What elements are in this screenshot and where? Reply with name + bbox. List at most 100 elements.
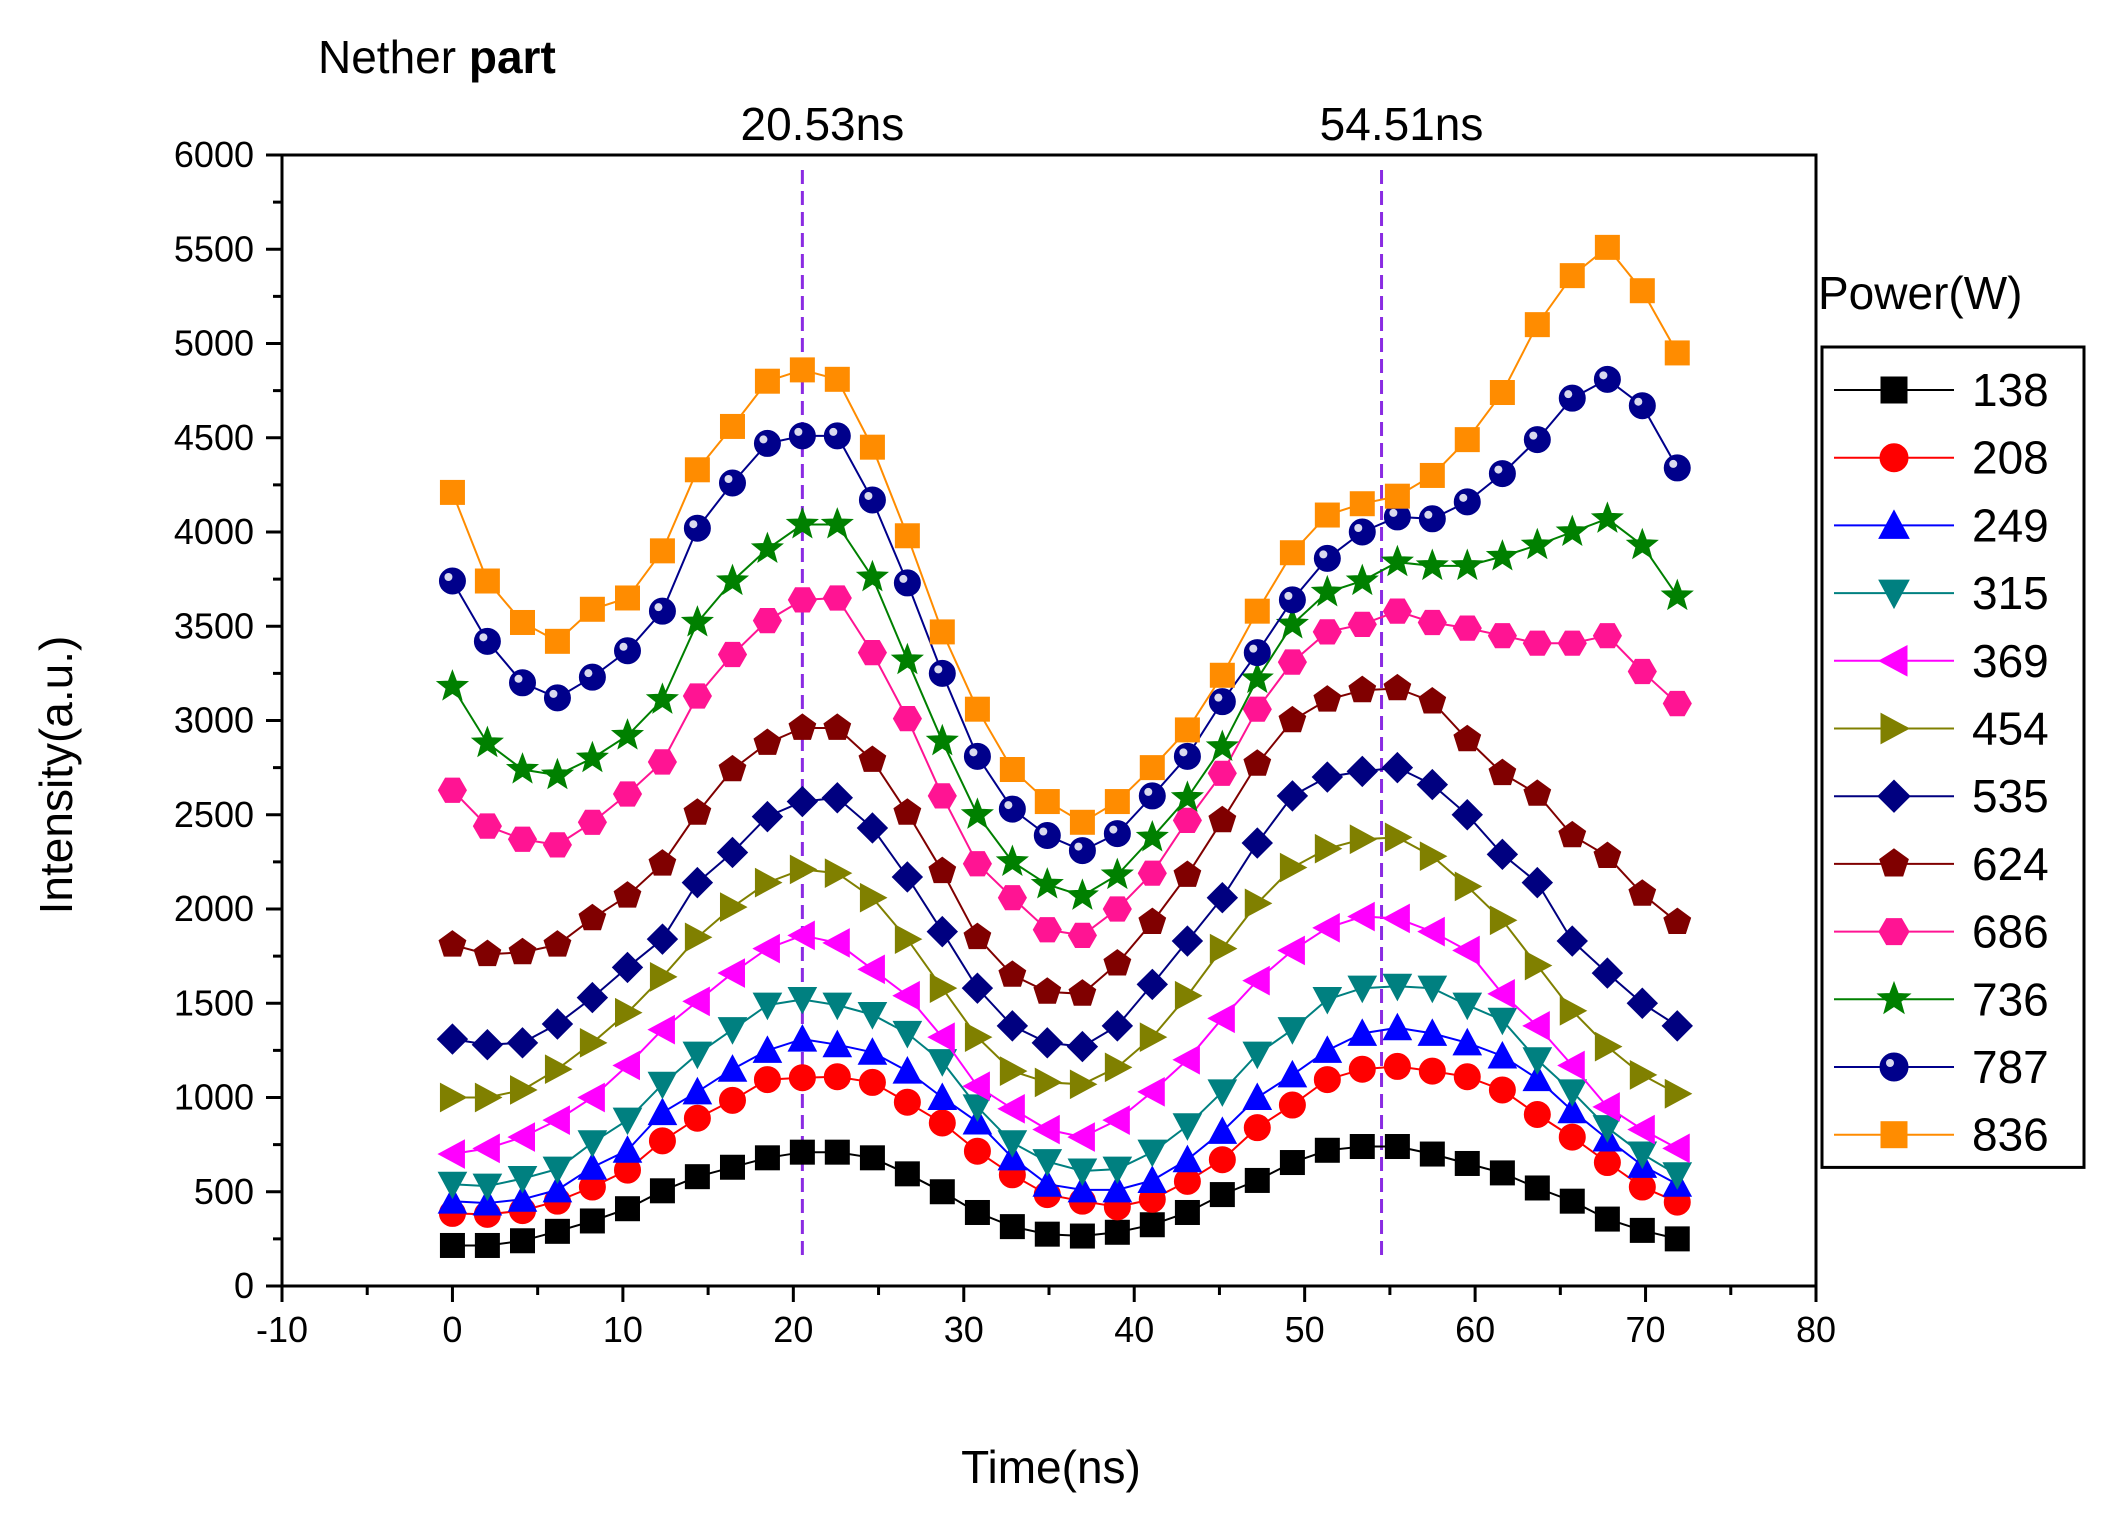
y-axis: 0 500 1000 1500 2000 2500 3000 3500 4000 4500 5000…	[174, 134, 282, 1306]
data-point	[1453, 488, 1481, 516]
sphere-highlight	[549, 689, 558, 698]
data-point	[577, 809, 607, 835]
legend-label: 787	[1972, 1041, 2049, 1093]
data-point	[1347, 901, 1375, 932]
data-point	[1880, 376, 1908, 404]
legend-item: 208	[1834, 432, 2049, 484]
data-point	[1559, 1188, 1585, 1214]
data-point	[614, 1196, 640, 1222]
sphere-highlight	[619, 642, 628, 651]
x-tick-label: 40	[1114, 1309, 1154, 1350]
data-point	[857, 1037, 888, 1065]
data-point	[1663, 454, 1691, 482]
data-point	[1068, 979, 1097, 1006]
data-point	[1241, 827, 1273, 859]
sphere-highlight	[934, 665, 943, 674]
data-point	[1876, 980, 1912, 1015]
data-point	[1314, 833, 1343, 864]
sphere-highlight	[1354, 524, 1363, 532]
data-point	[1103, 949, 1132, 976]
data-point	[1067, 922, 1097, 948]
data-point	[1209, 1182, 1235, 1208]
data-point	[1452, 935, 1480, 966]
data-point	[1878, 509, 1910, 539]
sphere-highlight	[689, 520, 698, 529]
sphere-body	[1453, 488, 1481, 516]
data-point	[575, 740, 609, 773]
data-point	[646, 923, 679, 955]
data-point	[508, 937, 537, 965]
sphere-highlight	[1039, 827, 1048, 836]
data-point	[506, 1027, 539, 1059]
data-point	[1207, 1003, 1235, 1034]
sphere-highlight	[1004, 801, 1013, 810]
data-point	[1102, 896, 1132, 922]
data-point	[859, 882, 888, 913]
data-point	[1102, 1105, 1130, 1135]
data-point	[543, 930, 572, 957]
data-point	[1279, 1150, 1305, 1176]
data-point	[927, 1082, 958, 1110]
data-point	[754, 867, 783, 898]
legend-label: 736	[1972, 973, 2049, 1025]
data-point	[1313, 544, 1341, 572]
data-point	[1346, 755, 1378, 788]
data-point	[751, 800, 784, 833]
sphere-body	[1558, 384, 1586, 412]
sphere-body	[1348, 518, 1376, 546]
data-point	[1523, 1100, 1551, 1128]
sphere-highlight	[864, 491, 873, 500]
data-point	[1207, 1116, 1238, 1144]
data-point	[785, 507, 819, 539]
data-point	[1170, 780, 1204, 812]
data-point	[1591, 957, 1624, 989]
data-point	[1594, 1031, 1623, 1062]
legend-item: 535	[1834, 770, 2049, 822]
data-point	[1034, 1067, 1063, 1098]
data-point	[1172, 1144, 1203, 1173]
data-point	[822, 1029, 853, 1058]
data-point	[893, 569, 921, 597]
data-point	[754, 368, 780, 394]
data-point	[1349, 491, 1375, 517]
sphere-body	[718, 469, 746, 497]
data-series	[435, 234, 1694, 1258]
legend-label: 686	[1972, 906, 2049, 958]
sphere-highlight	[969, 748, 978, 757]
data-point	[1104, 1219, 1130, 1245]
data-point	[540, 757, 575, 790]
sphere-body	[1488, 460, 1516, 488]
legend-label: 138	[1972, 364, 2049, 416]
data-point	[577, 1082, 605, 1113]
sphere-body	[998, 795, 1026, 823]
data-point	[1487, 623, 1517, 649]
legend-label: 535	[1972, 770, 2049, 822]
data-point	[997, 885, 1027, 911]
data-point	[894, 924, 923, 954]
data-point	[1173, 860, 1202, 887]
sphere-body	[578, 663, 606, 691]
data-point	[1626, 987, 1659, 1019]
legend-item: 138	[1834, 364, 2049, 416]
data-point	[1452, 1027, 1483, 1056]
series-787	[438, 365, 1691, 865]
data-point	[890, 642, 924, 675]
data-point	[962, 1094, 993, 1122]
data-point	[892, 1020, 923, 1049]
legend-item: 454	[1834, 703, 2049, 755]
data-point	[1522, 630, 1552, 656]
data-point	[1277, 649, 1307, 675]
data-point	[891, 861, 924, 893]
sphere-highlight	[724, 474, 733, 483]
data-point	[964, 696, 990, 722]
data-point	[1139, 1212, 1165, 1238]
data-point	[1523, 426, 1551, 454]
data-point	[576, 981, 609, 1014]
data-point	[1347, 1018, 1378, 1046]
data-point	[612, 1050, 640, 1081]
chart-title-plain: Nether	[318, 31, 469, 83]
sphere-body	[613, 637, 641, 665]
data-point	[997, 1093, 1025, 1124]
data-point	[1454, 427, 1480, 453]
data-point	[1138, 907, 1167, 934]
